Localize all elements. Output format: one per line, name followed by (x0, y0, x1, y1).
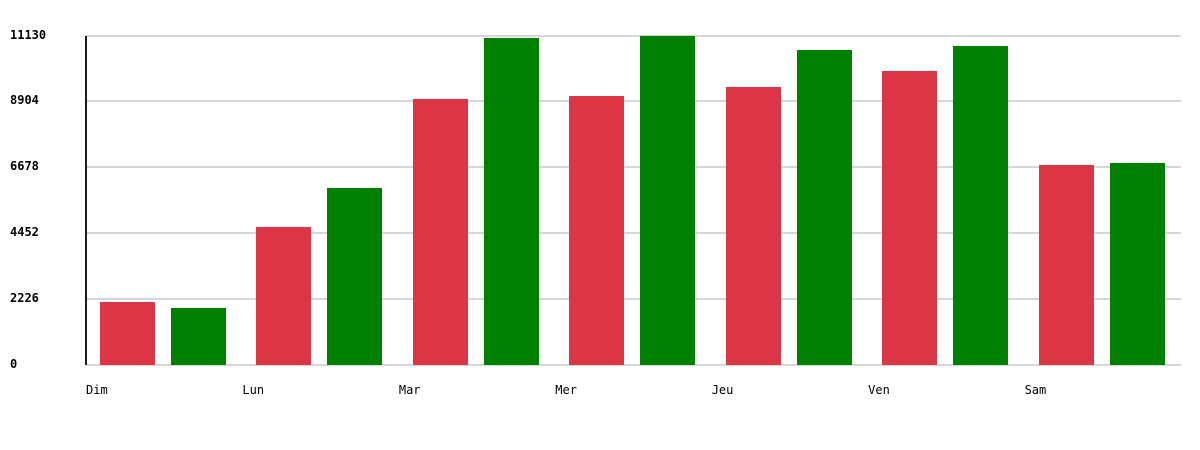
x-axis-tick-label: Jeu (711, 383, 734, 397)
gridline (86, 100, 1181, 103)
gridline (86, 166, 1181, 169)
bar-green-mar (483, 38, 539, 365)
bar-red-mer (569, 96, 625, 365)
gridline (86, 364, 1181, 366)
y-axis-tick-label: 0 (10, 357, 18, 371)
bar-green-mer (640, 35, 696, 365)
y-axis-tick-label: 4452 (10, 225, 39, 240)
bar-green-ven (953, 46, 1009, 365)
gridline (86, 232, 1181, 235)
y-axis-tick-label: 6678 (10, 159, 39, 174)
bar-red-dim (100, 302, 155, 365)
bar-green-jeu (796, 49, 852, 365)
y-axis-line (85, 35, 87, 365)
x-axis-tick-label: Sam (1024, 383, 1047, 397)
y-axis-tick-label: 8904 (10, 93, 39, 108)
bar-green-sam (1109, 163, 1165, 365)
gridline (86, 34, 1181, 37)
bar-red-jeu (725, 86, 781, 365)
bar-red-lun (256, 227, 312, 365)
bar-red-ven (882, 70, 938, 365)
y-axis-tick-label: 2226 (10, 291, 39, 306)
bar-red-sam (1038, 165, 1094, 365)
y-axis-tick-label: 11130 (10, 27, 47, 42)
x-axis-tick-label: Lun (242, 383, 265, 397)
x-axis-tick-label: Ven (868, 383, 890, 397)
gridline (86, 298, 1181, 301)
bar-red-mar (412, 99, 468, 365)
x-axis-tick-label: Mer (555, 383, 577, 397)
x-axis-tick-label: Mar (398, 383, 421, 397)
x-axis-tick-label: Dim (86, 383, 108, 397)
bar-green-dim (171, 307, 226, 365)
bar-green-lun (327, 187, 383, 365)
